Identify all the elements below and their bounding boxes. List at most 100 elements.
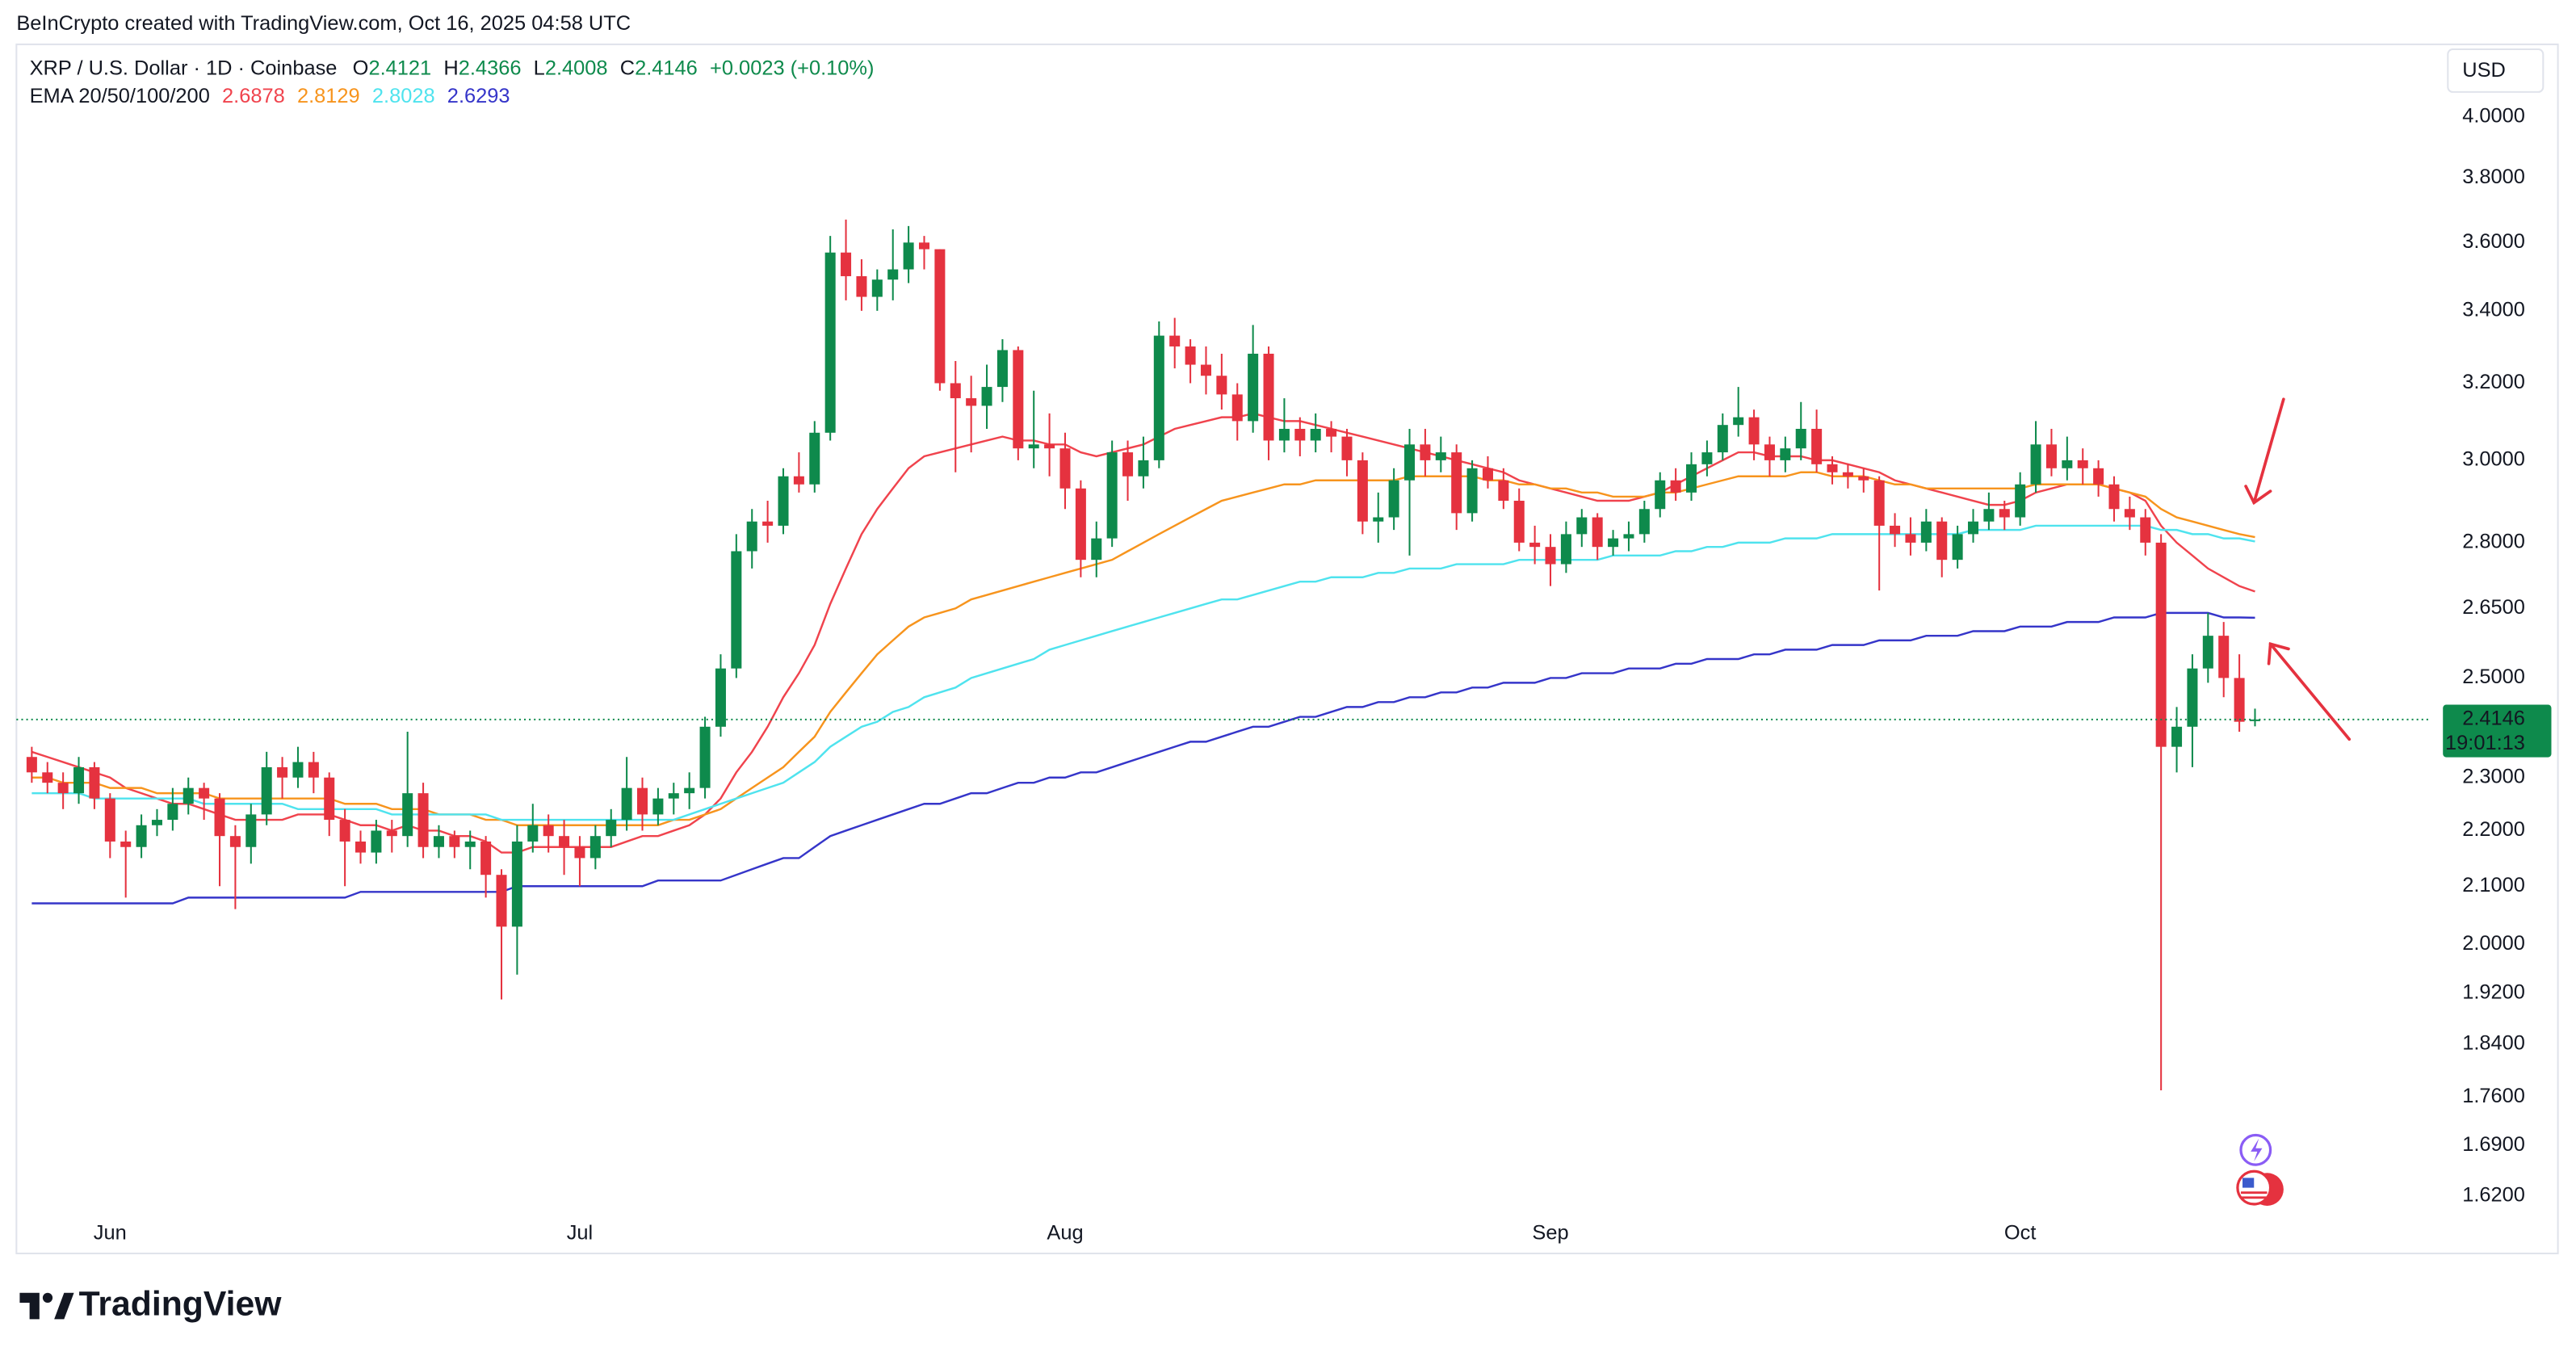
candle-body	[261, 766, 272, 815]
candle-body	[1967, 521, 1979, 535]
candle-body	[151, 820, 162, 825]
candle-body	[887, 269, 899, 280]
candle-body	[2155, 542, 2167, 747]
candle-body	[1310, 428, 1321, 441]
candle-body	[981, 387, 992, 406]
change: +0.0023 (+0.10%)	[710, 57, 874, 79]
ohlc-label: L	[534, 57, 545, 79]
candle-body	[464, 841, 476, 847]
candle-body	[950, 383, 961, 399]
brand: TradingView	[79, 1284, 283, 1323]
chart-frame	[15, 43, 2559, 1254]
y-tick-label: 3.6000	[2462, 230, 2525, 253]
candle-body	[1608, 538, 1619, 548]
logo-mark	[42, 1292, 53, 1303]
candle-body	[918, 242, 930, 250]
arrow-head	[2244, 485, 2272, 506]
candle-body	[1200, 364, 1211, 376]
candle-body	[1623, 534, 1634, 539]
last-price-box	[2443, 704, 2552, 758]
candle-body	[2015, 484, 2026, 518]
candle-body	[668, 793, 679, 799]
countdown: 19:01:13	[2445, 732, 2525, 754]
x-tick-label: Aug	[1047, 1221, 1083, 1244]
event-icons	[2236, 1133, 2284, 1206]
candle-body	[511, 841, 522, 927]
candle-body	[1059, 448, 1071, 489]
candle-body	[1529, 542, 1541, 548]
candle-body	[824, 252, 836, 433]
candle-body	[1592, 517, 1603, 548]
y-tick-label: 3.4000	[2462, 299, 2525, 321]
candle-body	[2108, 484, 2120, 510]
y-tick-label: 2.1000	[2462, 874, 2525, 896]
candle-body	[339, 820, 350, 842]
candle-body	[1936, 521, 1948, 561]
ohlc-label: O	[353, 57, 369, 79]
candle-body	[496, 875, 507, 927]
candle-body	[1138, 460, 1149, 477]
candle-body	[2124, 509, 2135, 518]
candle-body	[543, 825, 554, 837]
candle-body	[1373, 517, 1384, 522]
candle-body	[1827, 464, 1838, 472]
candle-body	[104, 798, 115, 842]
ema-value: 2.8129	[297, 85, 360, 107]
candle-body	[1341, 436, 1353, 460]
candle-body	[245, 814, 257, 847]
candle-body	[1357, 460, 1368, 522]
candle-body	[1106, 452, 1118, 539]
candle-body	[1122, 452, 1134, 477]
candle-body	[2140, 517, 2151, 543]
candle-body	[871, 279, 883, 297]
candle-body	[1294, 428, 1306, 441]
candle-body	[1545, 547, 1556, 565]
candle-body	[57, 783, 69, 794]
candle-body	[731, 551, 742, 669]
candle-body	[73, 766, 85, 794]
y-tick-label: 2.2000	[2462, 818, 2525, 841]
candle-body	[1952, 534, 1963, 561]
plot-area	[16, 219, 2431, 1090]
candle-body	[1764, 444, 1775, 460]
candle-body	[699, 726, 711, 788]
ema-line	[31, 611, 2255, 905]
candle-body	[1748, 417, 1760, 445]
candle-body	[652, 798, 664, 815]
candle-body	[386, 830, 397, 837]
ohlc-value: 2.4146	[635, 57, 698, 79]
currency-button[interactable]	[2447, 48, 2545, 93]
candle-body	[1513, 501, 1525, 543]
x-tick-label: Sep	[1532, 1221, 1568, 1244]
candle-body	[1216, 376, 1227, 395]
candle-body	[1278, 428, 1290, 441]
candle-body	[1999, 509, 2010, 518]
candle-body	[1780, 448, 1791, 460]
candle-body	[1231, 394, 1243, 422]
candle-body	[2045, 444, 2057, 468]
candle-body	[746, 521, 757, 552]
attribution: BeInCrypto created with TradingView.com,…	[16, 12, 631, 35]
y-tick-label: 3.2000	[2462, 371, 2525, 393]
ema-label: EMA 20/50/100/200	[30, 85, 210, 107]
candle-body	[89, 766, 100, 799]
candle-body	[1420, 444, 1431, 460]
candle-body	[371, 830, 382, 853]
arrow-head	[2267, 641, 2290, 666]
y-tick-label: 1.7600	[2462, 1085, 2525, 1107]
candle-body	[1326, 428, 1337, 437]
candle-body	[449, 836, 460, 847]
currency[interactable]: USD	[2462, 59, 2506, 82]
icon	[2251, 1138, 2263, 1162]
candle-body	[199, 787, 210, 799]
candle-body	[715, 668, 726, 727]
candle-body	[1482, 468, 1493, 481]
candle-body	[636, 787, 648, 815]
candle-body	[402, 793, 413, 837]
candle-body	[966, 398, 977, 406]
candle-body	[2062, 460, 2073, 468]
x-tick-label: Oct	[2004, 1221, 2037, 1244]
candle-body	[1920, 521, 1932, 543]
ohlc-label: C	[620, 57, 635, 79]
candle-body	[1044, 444, 1055, 449]
